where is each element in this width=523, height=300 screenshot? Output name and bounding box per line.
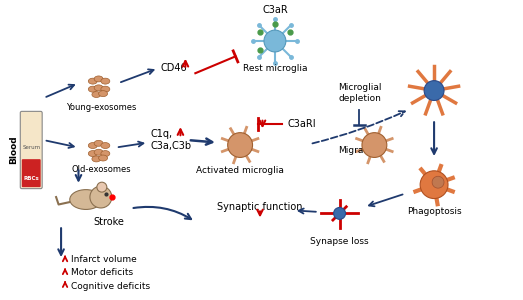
Circle shape xyxy=(432,176,444,188)
Circle shape xyxy=(90,186,112,208)
Ellipse shape xyxy=(88,78,97,84)
Ellipse shape xyxy=(92,156,101,162)
Circle shape xyxy=(264,30,286,52)
Text: RBCs: RBCs xyxy=(24,176,39,181)
FancyBboxPatch shape xyxy=(20,111,42,189)
Ellipse shape xyxy=(94,76,103,82)
Ellipse shape xyxy=(99,155,108,161)
Circle shape xyxy=(362,133,387,158)
Ellipse shape xyxy=(88,151,97,157)
Ellipse shape xyxy=(101,151,110,157)
Ellipse shape xyxy=(94,85,103,91)
Text: Rest microglia: Rest microglia xyxy=(243,64,307,73)
Ellipse shape xyxy=(99,91,108,97)
Ellipse shape xyxy=(94,149,103,155)
Text: C3aRI: C3aRI xyxy=(287,119,316,129)
Text: Stroke: Stroke xyxy=(93,217,124,227)
Text: Serum: Serum xyxy=(22,145,40,150)
Text: Old-exosomes: Old-exosomes xyxy=(71,165,131,174)
Circle shape xyxy=(334,208,346,219)
Text: Synaptic function: Synaptic function xyxy=(217,202,303,212)
Text: Activated microglia: Activated microglia xyxy=(196,166,284,175)
Circle shape xyxy=(97,182,107,192)
Ellipse shape xyxy=(88,86,97,92)
Circle shape xyxy=(424,81,444,100)
Text: Infarct volume
Motor deficits
Cognitive deficits: Infarct volume Motor deficits Cognitive … xyxy=(71,255,150,291)
Text: Migration: Migration xyxy=(338,146,381,154)
Ellipse shape xyxy=(101,78,110,84)
Text: Microglial
depletion: Microglial depletion xyxy=(338,83,381,103)
Ellipse shape xyxy=(88,142,97,148)
Text: C3aR: C3aR xyxy=(262,5,288,15)
Ellipse shape xyxy=(70,190,102,209)
Ellipse shape xyxy=(101,142,110,148)
Text: Synapse loss: Synapse loss xyxy=(310,237,369,246)
Text: CD46: CD46 xyxy=(161,63,187,73)
Text: Phagoptosis: Phagoptosis xyxy=(407,207,461,216)
Text: Blood: Blood xyxy=(9,136,18,164)
FancyBboxPatch shape xyxy=(22,159,41,187)
Ellipse shape xyxy=(94,140,103,146)
Text: Young-exosomes: Young-exosomes xyxy=(66,103,136,112)
Text: C1q,
C3a,C3b: C1q, C3a,C3b xyxy=(151,129,192,151)
Circle shape xyxy=(420,171,448,199)
Ellipse shape xyxy=(92,92,101,98)
Ellipse shape xyxy=(101,86,110,92)
Circle shape xyxy=(228,133,253,158)
